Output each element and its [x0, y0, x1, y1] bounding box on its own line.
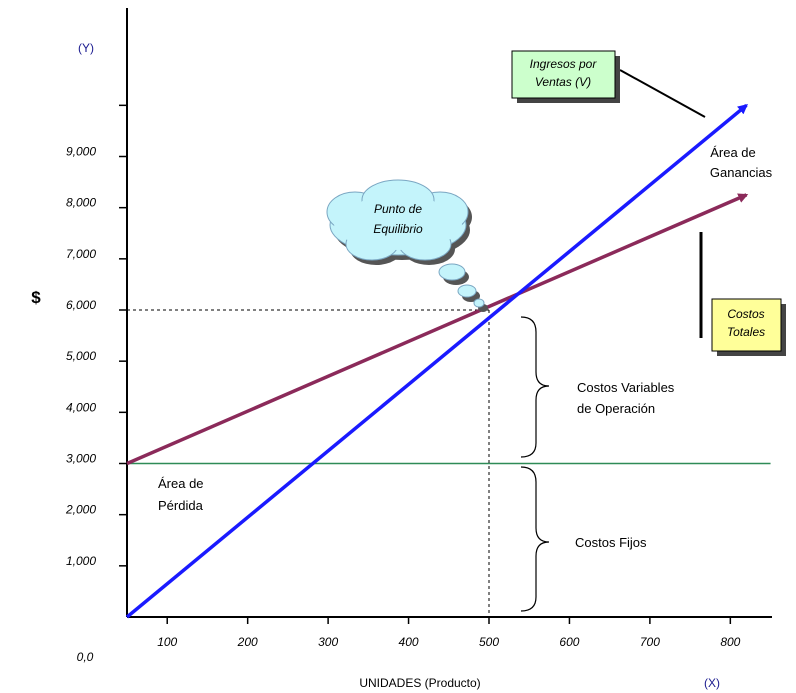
variable-costs-line1: Costos Variables [577, 380, 675, 395]
variable-costs-line2: de Operación [577, 401, 655, 416]
y-tick-label: 2,000 [65, 503, 96, 517]
fixed-costs-label: Costos Fijos [575, 535, 647, 550]
y-tick-label: 6,000 [66, 298, 96, 312]
origin-label: 0,0 [77, 650, 94, 664]
y-tick-label: 8,000 [66, 196, 96, 210]
x-tick-label: 700 [640, 635, 660, 649]
y-tick-label: 3,000 [66, 452, 96, 466]
total-cost-label-box: Costos Totales [699, 232, 786, 356]
variable-costs-brace [520, 316, 550, 458]
total-cost-line [126, 193, 749, 466]
revenue-label-line1: Ingresos por [530, 57, 598, 71]
y-axis-tag: (Y) [78, 41, 94, 55]
y-tick-label: 4,000 [66, 400, 96, 414]
revenue-label-line2: Ventas (V) [535, 75, 591, 89]
breakeven-label-line2: Equilibrio [373, 222, 423, 236]
x-tick-label: 600 [559, 635, 579, 649]
x-axis-label: UNIDADES (Producto) [359, 676, 480, 690]
breakeven-cloud: Punto de Equilibrio [326, 179, 488, 312]
revenue-box-pointer [619, 69, 706, 118]
x-tick-label: 800 [720, 635, 740, 649]
x-tick-label: 200 [237, 635, 258, 649]
breakeven-label-line1: Punto de [374, 202, 422, 216]
revenue-label-box: Ingresos por Ventas (V) [511, 50, 706, 118]
x-tick-label: 500 [479, 635, 499, 649]
x-tick-label: 400 [399, 635, 419, 649]
y-tick-label: 7,000 [66, 247, 96, 261]
profit-area-line2: Ganancias [710, 165, 773, 180]
x-tick-label: 100 [157, 635, 177, 649]
y-tick-label: 5,000 [66, 349, 96, 363]
loss-area-line2: Pérdida [158, 498, 204, 513]
y-tick-label: 9,000 [66, 145, 96, 159]
revenue-line [125, 103, 748, 619]
cost-label-line1: Costos [727, 307, 764, 321]
y-tick-label: 1,000 [66, 554, 96, 568]
x-axis-tag: (X) [704, 676, 720, 690]
x-tick-label: 300 [318, 635, 338, 649]
loss-area-line1: Área de [158, 476, 204, 491]
y-axis-label: $ [31, 288, 41, 307]
cost-label-line2: Totales [727, 325, 765, 339]
fixed-costs-brace [520, 466, 550, 612]
profit-area-line1: Área de [710, 145, 756, 160]
